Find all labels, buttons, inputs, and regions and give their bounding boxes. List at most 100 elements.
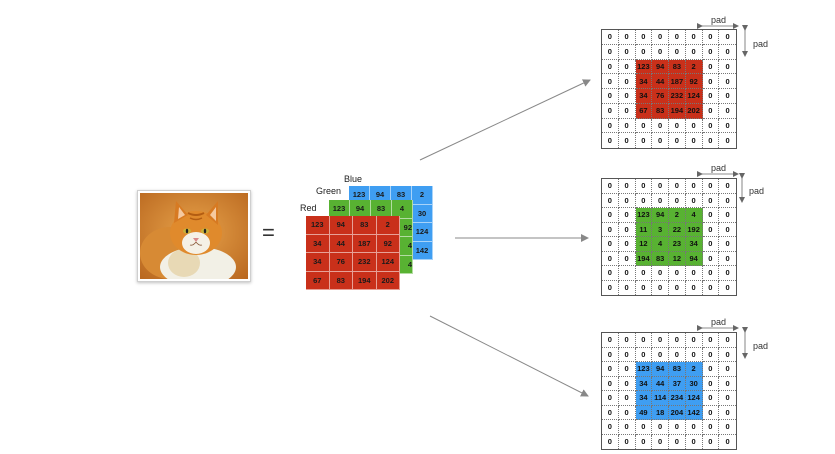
matrix-cell: 192	[685, 222, 703, 237]
matrix-cell: 0	[702, 179, 720, 194]
matrix-cell: 194	[669, 103, 686, 119]
matrix-cell: 0	[702, 362, 720, 377]
red-channel-matrix: 123 94 83 2 34 44 187 92 34 76 232 124 67 83 194 202	[306, 216, 400, 290]
pad-label-side-1: pad	[753, 39, 769, 49]
matrix-cell: 202	[376, 271, 400, 290]
matrix-cell: 30	[685, 376, 703, 391]
matrix-cell: 0	[635, 193, 653, 208]
pad-label-side-2: pad	[749, 186, 765, 196]
matrix-cell: 0	[652, 333, 669, 348]
matrix-cell: 124	[412, 223, 433, 242]
matrix-cell: 123	[635, 59, 653, 75]
matrix-cell: 232	[353, 253, 377, 272]
matrix-cell: 0	[652, 133, 669, 148]
matrix-cell: 0	[602, 420, 619, 435]
matrix-cell: 0	[702, 44, 720, 60]
matrix-cell: 2	[669, 208, 686, 223]
matrix-cell: 0	[686, 133, 703, 148]
matrix-cell: 0	[602, 44, 619, 60]
matrix-cell: 0	[686, 280, 703, 295]
cat-photo	[137, 190, 251, 282]
matrix-cell: 0	[602, 179, 619, 194]
matrix-cell: 44	[652, 74, 669, 89]
matrix-cell: 37	[669, 376, 686, 391]
matrix-cell: 0	[602, 434, 619, 449]
matrix-cell: 0	[685, 266, 703, 281]
matrix-cell: 0	[635, 333, 653, 348]
matrix-cell: 0	[703, 434, 720, 449]
matrix-cell: 0	[602, 193, 619, 208]
matrix-cell: 0	[652, 44, 669, 60]
matrix-cell: 94	[329, 216, 353, 235]
matrix-cell: 0	[652, 193, 669, 208]
matrix-cell: 0	[618, 333, 636, 348]
matrix-cell: 0	[652, 347, 669, 362]
matrix-cell: 2	[376, 216, 400, 235]
matrix-cell: 0	[652, 266, 669, 281]
matrix-cell: 92	[376, 234, 400, 253]
matrix-cell: 0	[719, 333, 736, 348]
matrix-cell: 114	[652, 391, 669, 406]
matrix-cell: 123	[306, 216, 330, 235]
matrix-cell: 76	[329, 253, 353, 272]
matrix-cell: 0	[719, 237, 736, 252]
matrix-cell: 4	[652, 237, 669, 252]
matrix-cell: 0	[636, 434, 653, 449]
matrix-cell: 0	[602, 376, 619, 391]
matrix-cell: 0	[602, 405, 619, 420]
matrix-cell: 0	[702, 118, 720, 134]
matrix-cell: 0	[719, 74, 736, 89]
matrix-cell: 0	[635, 420, 653, 435]
matrix-cell: 0	[669, 333, 686, 348]
matrix-cell: 94	[685, 251, 703, 266]
matrix-cell: 194	[353, 271, 377, 290]
matrix-cell: 0	[703, 133, 720, 148]
matrix-cell: 67	[635, 103, 653, 119]
matrix-cell: 0	[702, 347, 720, 362]
matrix-cell: 0	[618, 237, 636, 252]
matrix-cell: 0	[652, 30, 669, 45]
matrix-cell: 34	[306, 234, 330, 253]
padded-matrix-green: 0 0 0 0 0 0 0 0 0 0 0 0 0 0 0 0 0 0 123 94 2 4 0 0 0 0 11 3 22 192 0 0 0…	[601, 178, 737, 296]
matrix-cell: 0	[602, 266, 619, 281]
matrix-cell: 3	[652, 222, 669, 237]
matrix-cell: 0	[702, 405, 720, 420]
matrix-cell: 0	[602, 208, 619, 223]
matrix-cell: 2	[412, 186, 433, 205]
matrix-cell: 22	[669, 222, 686, 237]
matrix-cell: 18	[652, 405, 669, 420]
matrix-cell: 0	[702, 89, 720, 104]
matrix-cell: 34	[306, 253, 330, 272]
matrix-cell: 0	[685, 118, 703, 134]
matrix-cell: 83	[329, 271, 353, 290]
matrix-cell: 0	[618, 347, 636, 362]
matrix-cell: 123	[635, 362, 653, 377]
matrix-cell: 0	[602, 59, 619, 75]
matrix-cell: 94	[652, 59, 669, 75]
matrix-cell: 0	[669, 44, 686, 60]
matrix-cell: 0	[602, 333, 619, 348]
matrix-cell: 0	[719, 179, 736, 194]
matrix-cell: 0	[669, 30, 686, 45]
matrix-cell: 0	[669, 347, 686, 362]
matrix-cell: 0	[702, 376, 720, 391]
matrix-cell: 0	[618, 376, 636, 391]
matrix-cell: 0	[669, 266, 686, 281]
matrix-cell: 0	[652, 280, 669, 295]
matrix-cell: 0	[702, 266, 720, 281]
matrix-cell: 142	[412, 241, 433, 260]
matrix-cell: 0	[702, 208, 720, 223]
equals-sign: =	[262, 220, 275, 245]
matrix-cell: 0	[618, 118, 636, 134]
matrix-cell: 0	[719, 391, 736, 406]
matrix-cell: 0	[719, 89, 736, 104]
matrix-cell: 0	[602, 118, 619, 134]
matrix-cell: 0	[719, 208, 736, 223]
matrix-cell: 0	[618, 391, 636, 406]
matrix-cell: 0	[618, 222, 636, 237]
matrix-cell: 0	[635, 118, 653, 134]
matrix-cell: 94	[652, 362, 669, 377]
matrix-cell: 0	[635, 347, 653, 362]
matrix-cell: 0	[702, 222, 720, 237]
matrix-cell: 0	[619, 280, 636, 295]
